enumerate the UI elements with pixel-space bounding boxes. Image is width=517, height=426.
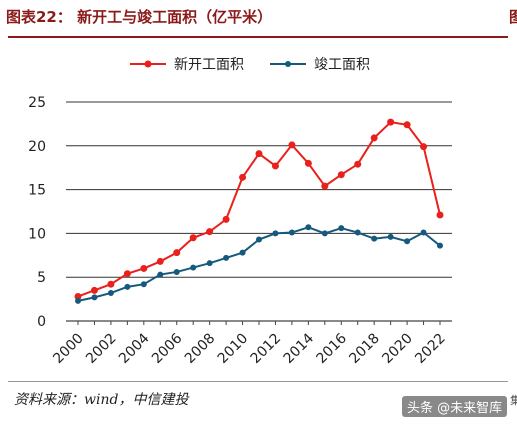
x-tick-label: 2014: [281, 330, 318, 367]
data-point-series-1: [288, 141, 296, 149]
title-rule: [8, 36, 508, 38]
data-point-series-1: [107, 280, 115, 288]
data-point-series-1: [239, 173, 247, 181]
x-tick-label: 2002: [83, 330, 120, 367]
data-point-series-2: [305, 224, 312, 231]
data-point-series-2: [75, 297, 81, 304]
next-figure-title-fragment: 图: [509, 8, 517, 26]
data-point-series-2: [338, 225, 345, 232]
data-point-series-2: [239, 249, 246, 256]
legend-label: 新开工面积: [174, 57, 244, 73]
x-tick-label: 2008: [182, 330, 219, 367]
data-point-series-2: [140, 281, 147, 288]
data-point-series-2: [404, 238, 411, 245]
x-tick-label: 2020: [379, 330, 416, 367]
data-point-series-1: [123, 270, 131, 278]
chart-container: 0 5 10 15 20 25 2000 2002 2004 2006 2008 2010 2012 20…: [0, 40, 517, 384]
y-tick-label: 10: [28, 226, 46, 242]
data-point-series-2: [223, 254, 230, 261]
y-tick-label: 25: [28, 95, 46, 111]
data-point-series-1: [173, 249, 181, 257]
legend-label: 竣工面积: [314, 57, 370, 73]
data-point-series-1: [90, 286, 98, 294]
data-point-series-2: [387, 233, 394, 240]
y-tick-label: 20: [28, 139, 46, 155]
data-point-series-1: [370, 134, 378, 142]
data-point-series-1: [206, 228, 214, 236]
data-point-series-2: [371, 235, 378, 242]
data-point-series-2: [190, 264, 197, 271]
y-tick-label: 0: [37, 314, 46, 330]
data-point-series-2: [437, 242, 443, 249]
x-tick-label: 2012: [248, 330, 285, 367]
x-tick-label: 2000: [50, 330, 87, 367]
data-point-series-1: [140, 264, 148, 272]
data-point-series-2: [354, 229, 361, 236]
data-point-series-1: [255, 150, 263, 158]
data-point-series-2: [91, 294, 98, 301]
y-tick-label: 5: [37, 270, 46, 286]
data-point-series-2: [206, 260, 213, 267]
data-point-series-1: [271, 162, 279, 170]
x-tick-label: 2022: [412, 330, 449, 367]
data-point-series-1: [189, 234, 197, 242]
data-point-series-1: [403, 121, 411, 129]
x-tick-label: 2006: [149, 330, 186, 367]
figure-title: 图表22： 新开工与竣工面积（亿平米）: [6, 8, 273, 26]
corner-fragment: 集: [510, 394, 517, 407]
x-tick-label: 2018: [346, 330, 383, 367]
y-tick-label: 15: [28, 183, 46, 199]
watermark: 头条 @未来智库: [402, 396, 508, 417]
data-point-series-1: [222, 215, 230, 223]
data-point-series-1: [321, 182, 329, 190]
source-note: 资料来源：wind，中信建投: [14, 392, 189, 408]
source-rule: [8, 381, 508, 382]
data-point-series-1: [156, 257, 164, 265]
legend-marker: [285, 61, 291, 67]
legend-marker: [144, 60, 152, 68]
data-point-series-1: [436, 211, 444, 219]
data-point-series-1: [304, 159, 312, 167]
data-point-series-2: [321, 230, 328, 237]
data-point-series-2: [272, 230, 279, 237]
data-point-series-2: [420, 229, 427, 236]
data-point-series-2: [124, 283, 131, 290]
data-point-series-1: [337, 171, 345, 179]
x-tick-label: 2010: [215, 330, 252, 367]
line-chart: 0510152025200020022004200620082010201220…: [28, 57, 452, 367]
x-tick-label: 2004: [116, 330, 153, 367]
data-point-series-2: [107, 289, 114, 296]
x-tick-label: 2016: [314, 330, 351, 367]
series-line-1: [77, 121, 441, 298]
data-point-series-1: [74, 292, 82, 300]
data-point-series-1: [420, 143, 428, 151]
data-point-series-1: [354, 160, 362, 168]
data-point-series-2: [256, 236, 262, 243]
data-point-series-1: [387, 118, 395, 126]
data-point-series-2: [173, 268, 180, 275]
data-point-series-2: [157, 271, 164, 278]
data-point-series-2: [288, 229, 295, 236]
